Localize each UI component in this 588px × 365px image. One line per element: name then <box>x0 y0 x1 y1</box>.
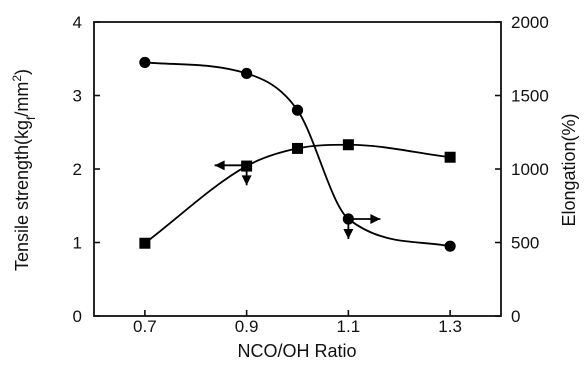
annotation-1-down-arrowhead <box>343 228 354 239</box>
left-axis-tick-label-0: 0 <box>73 307 82 326</box>
x-tick-label-1: 0.9 <box>235 317 259 336</box>
annotation-layer <box>214 160 381 239</box>
x-tick-label-0: 0.7 <box>133 317 157 336</box>
series-0-point-0 <box>139 56 151 69</box>
left-axis-label-superscript: 2 <box>10 75 24 82</box>
x-axis-label: NCO/OH Ratio <box>237 341 356 361</box>
left-axis-label: Tensile strength(kgf/mm2) <box>10 69 38 271</box>
annotation-1-right-arrowhead <box>370 213 381 224</box>
left-axis-label-middle: /mm <box>12 82 32 117</box>
left-axis-ticks: 0 1 2 3 4 <box>73 13 100 326</box>
x-ticks: 0.7 0.9 1.1 1.3 <box>133 310 462 336</box>
right-axis-tick-label-2: 1000 <box>511 160 549 179</box>
series-0-point-2 <box>291 104 304 116</box>
right-axis-tick-label-1: 500 <box>511 234 539 253</box>
series-layer <box>139 56 456 252</box>
series-1-point-2 <box>292 142 303 154</box>
right-axis-ticks: 0 500 1000 1500 2000 <box>495 13 549 326</box>
annotation-0-left-arrowhead <box>214 160 225 171</box>
right-axis-tick-label-3: 1500 <box>511 87 549 106</box>
right-axis-tick-label-0: 0 <box>511 307 520 326</box>
series-1-point-4 <box>444 151 456 163</box>
left-axis-tick-label-4: 4 <box>73 13 82 32</box>
left-axis-tick-label-1: 1 <box>73 234 82 253</box>
left-axis-tick-label-3: 3 <box>73 87 82 106</box>
series-1-point-3 <box>342 139 354 151</box>
series-0-point-1 <box>241 67 253 80</box>
series-0-point-4 <box>444 240 456 252</box>
right-axis-tick-label-4: 2000 <box>511 13 549 32</box>
x-tick-label-2: 1.1 <box>337 317 361 336</box>
left-axis-label-end: ) <box>12 69 32 75</box>
right-axis-label: Elongation(%) <box>559 113 579 226</box>
series-1-point-0 <box>139 237 151 249</box>
left-axis-label-main: Tensile strength(kg <box>12 120 32 271</box>
left-axis-label-subscript: f <box>24 116 38 120</box>
annotation-0-down-arrowhead <box>241 175 252 186</box>
left-axis-tick-label-2: 2 <box>73 160 82 179</box>
x-tick-label-3: 1.3 <box>438 317 462 336</box>
